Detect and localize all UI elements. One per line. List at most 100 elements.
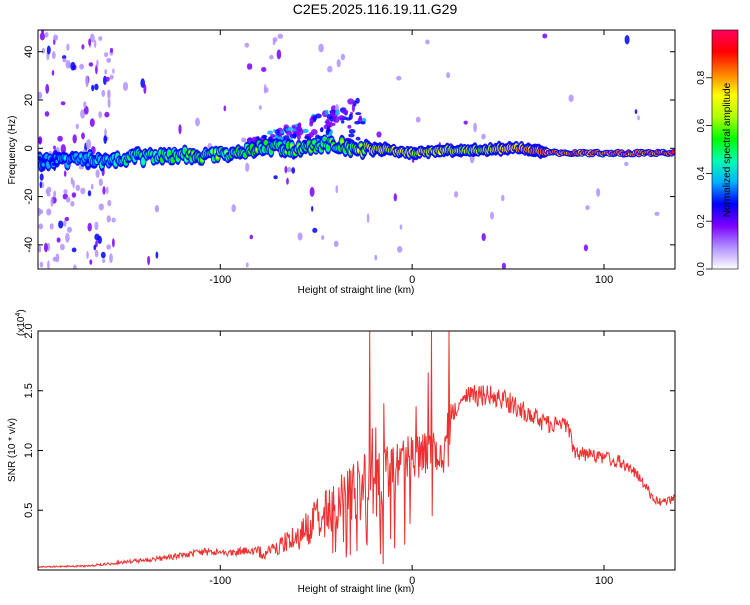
spectrogram-cell: [376, 131, 382, 138]
spectrogram-cell: [107, 89, 111, 99]
y-tick-label: 20: [23, 94, 35, 106]
spectrogram-cell: [80, 109, 86, 119]
spectrogram-cell: [654, 211, 660, 216]
spectrogram-cell: [51, 51, 56, 60]
spectrogram-cell: [596, 188, 601, 197]
spectrogram-cell: [331, 122, 336, 127]
y-tick-label: 0.5: [23, 503, 35, 518]
y-tick-label: 2.0: [23, 323, 35, 338]
spectrogram-cell: [88, 62, 94, 67]
spectrogram-cell: [81, 44, 85, 50]
spectrogram-cell: [71, 247, 77, 253]
spectrogram-cell: [60, 144, 66, 154]
spectrogram-cell: [332, 116, 337, 122]
spectrogram-cell: [106, 215, 112, 223]
spectrogram-cell: [91, 84, 95, 92]
spectrogram-cell: [88, 38, 91, 46]
spectrogram-cell: [624, 35, 630, 45]
snr-y-multiplier: (x104): [15, 309, 27, 336]
spectrogram-cell: [583, 244, 589, 252]
spectrogram-cell: [39, 261, 44, 268]
spectrogram-cell: [102, 186, 106, 195]
spectrogram-cell: [585, 205, 590, 211]
spectrogram-cell: [102, 258, 106, 263]
spectrogram-cell: [231, 204, 236, 213]
spectrogram-cell: [397, 246, 403, 253]
colorbar-bar: [712, 30, 738, 269]
spectrogram-cell: [366, 213, 370, 224]
spectrogram-cell: [261, 67, 267, 72]
spectrogram-cell: [39, 173, 44, 181]
spectrogram-cell: [634, 109, 638, 114]
spectrogram-cell: [312, 115, 318, 121]
spectrogram-cell: [336, 59, 341, 68]
x-tick-label: 100: [595, 575, 613, 587]
spectrogram-cell: [39, 181, 42, 189]
spectrogram-cell: [83, 105, 89, 115]
spectrogram-cell: [101, 89, 106, 97]
spectrogram-cell: [321, 235, 325, 241]
spectrogram-cell: [94, 233, 100, 241]
spectrogram-cell: [481, 133, 486, 140]
colorbar-tick-label: 0.2: [696, 214, 707, 228]
spectrogram-cell: [38, 209, 44, 215]
spectrogram-cell: [425, 39, 430, 45]
spectrogram-cell: [501, 262, 506, 269]
spectrogram-cell: [341, 120, 345, 124]
spectrogram-x-ticks: -100 0 100: [209, 30, 613, 286]
spectrogram-cell: [501, 194, 505, 202]
y-tick-label: -40: [23, 237, 35, 253]
spectrogram-cell: [167, 151, 171, 156]
spectrogram-cell: [183, 148, 187, 153]
spectrogram-cell: [43, 242, 48, 253]
snr-panel: -100 0 100 0.5 1.0 1.5 2.0 Height of straight…: [7, 309, 676, 595]
spectrogram-cell: [243, 153, 247, 157]
spectrogram-cell: [277, 136, 284, 141]
spectrogram-cell: [147, 255, 151, 266]
y-tick-label: 1.5: [23, 383, 35, 398]
spectrogram-cell: [261, 134, 268, 139]
spectrogram-cell: [89, 33, 95, 43]
spectrogram-y-ticks: -40 -20 0 20 40: [23, 46, 675, 253]
spectrogram-cell: [53, 145, 56, 150]
spectrogram-cell: [72, 179, 75, 189]
y-tick-label: -20: [23, 189, 35, 205]
spectrogram-cell: [100, 251, 106, 259]
spectrogram-cell: [335, 109, 340, 116]
spectrogram-cell: [283, 124, 289, 129]
spectrogram-cell: [354, 120, 361, 125]
spectrogram-cell: [53, 190, 57, 198]
spectrogram-cell: [65, 196, 71, 203]
spectrogram-cell: [415, 116, 421, 123]
spectrogram-cell: [286, 130, 293, 136]
spectrogram-cell: [347, 98, 355, 105]
spectrogram-cell: [249, 234, 253, 240]
spectrogram-cell: [62, 58, 67, 63]
spectrogram-cell: [38, 245, 42, 253]
spectrogram-cell: [95, 169, 100, 178]
spectrogram-cell: [297, 123, 302, 129]
spectrogram-cell: [671, 151, 675, 154]
spectrogram-cell: [446, 72, 451, 79]
spectrogram-cell: [45, 188, 49, 194]
spectrogram-cell: [89, 118, 95, 127]
spectrogram-cell: [39, 32, 46, 41]
spectrogram-cell: [109, 47, 114, 53]
spectrogram-cell: [57, 135, 63, 142]
spectrogram-cell: [312, 227, 318, 233]
spectrogram-cell: [94, 249, 99, 258]
spectrogram-cell: [64, 216, 70, 222]
spectrogram-cell: [286, 167, 292, 173]
spectrogram-cell: [60, 101, 66, 106]
spectrogram-frame: [37, 29, 676, 270]
spectrogram-cell: [325, 118, 330, 125]
spectrogram-cell: [106, 186, 109, 195]
spectrogram-cell: [301, 128, 309, 134]
spectrogram-cell: [94, 221, 99, 231]
spectrogram-cell: [473, 122, 477, 133]
spectrogram-cell: [44, 32, 49, 38]
spectrogram-cell: [98, 36, 103, 41]
spectrogram-cell: [297, 232, 303, 241]
y-tick-label: 1.0: [23, 443, 35, 458]
spectrogram-cell: [542, 33, 548, 39]
